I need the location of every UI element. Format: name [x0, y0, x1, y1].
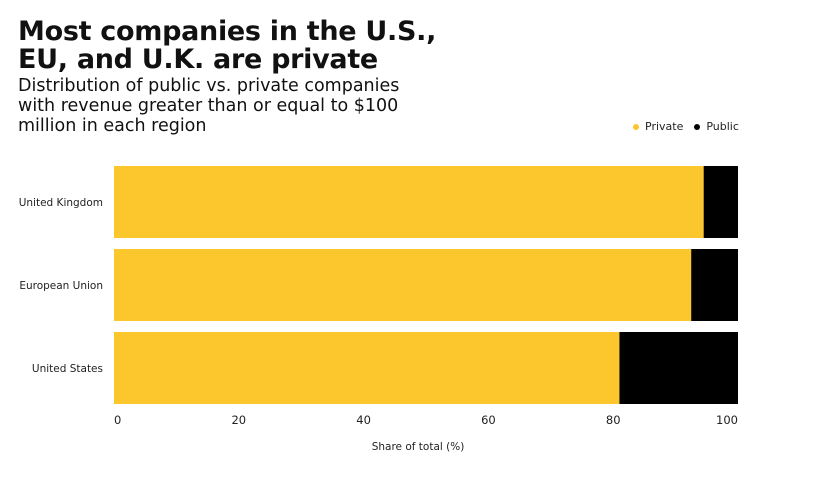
legend-swatch-private — [633, 123, 639, 130]
x-tick-label: 0 — [114, 413, 121, 427]
bar-private-european-union — [114, 249, 692, 321]
x-tick-label: 60 — [481, 413, 496, 427]
bars-group — [114, 166, 738, 404]
x-tick-label: 100 — [716, 413, 738, 427]
x-axis-ticks: 0 20 40 60 80 100 — [114, 413, 738, 427]
legend: Private Public — [633, 120, 750, 133]
category-labels: United Kingdom European Union United State… — [19, 197, 103, 375]
legend-label-public: Public — [706, 120, 739, 133]
x-tick-label: 20 — [231, 413, 246, 427]
legend-item-public: Public — [694, 120, 739, 133]
bar-public-european-union — [691, 249, 738, 321]
category-label: United States — [32, 363, 103, 375]
chart-subtitle: Distribution of public vs. private compa… — [18, 76, 400, 136]
category-label: United Kingdom — [19, 197, 103, 209]
x-tick-label: 40 — [356, 413, 371, 427]
legend-swatch-public — [694, 123, 701, 130]
bar-private-united-states — [114, 332, 620, 404]
category-label: European Union — [19, 280, 103, 292]
legend-label-private: Private — [645, 120, 684, 133]
legend-item-private: Private — [633, 120, 683, 133]
bar-public-united-kingdom — [703, 166, 738, 238]
bar-public-united-states — [619, 332, 738, 404]
x-tick-label: 80 — [606, 413, 621, 427]
chart-title: Most companies in the U.S., EU, and U.K.… — [18, 16, 437, 75]
x-axis-title: Share of total (%) — [372, 441, 465, 453]
bar-private-united-kingdom — [114, 166, 704, 238]
